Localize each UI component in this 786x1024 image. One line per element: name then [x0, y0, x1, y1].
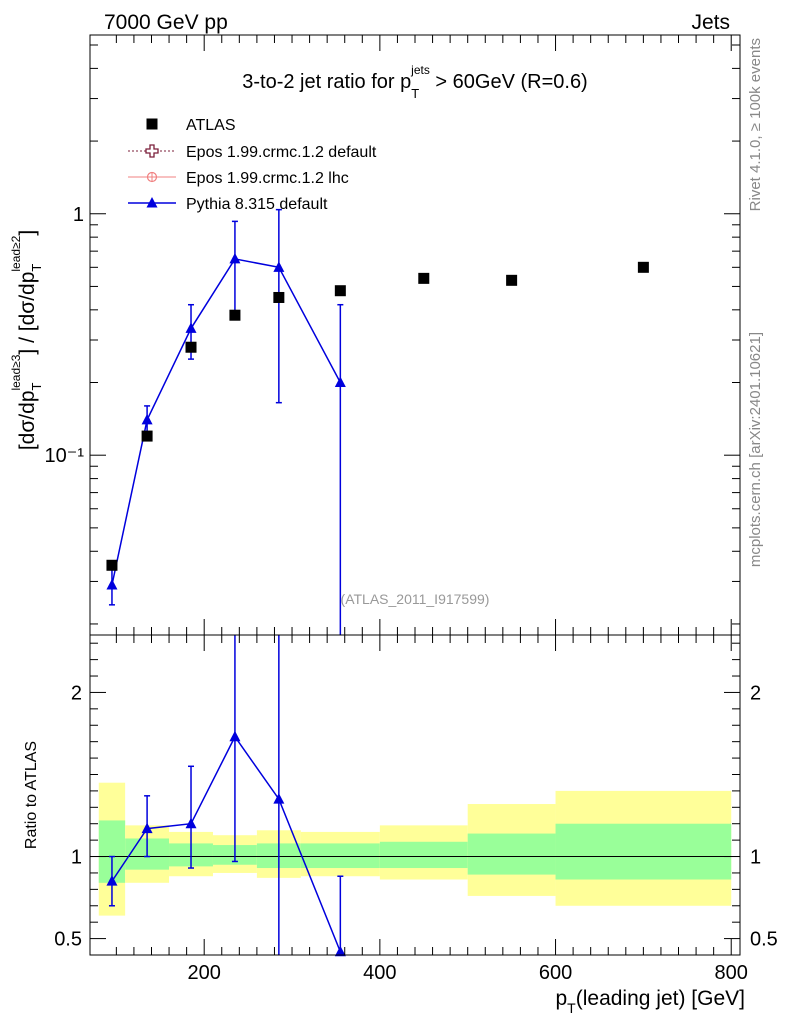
x-tick-label: 200 [188, 962, 221, 984]
y-tick-label: 1 [73, 204, 84, 226]
analysis-watermark: (ATLAS_2011_I917599) [341, 591, 490, 607]
atlas-point [506, 274, 518, 286]
y-tick-label: 10⁻¹ [45, 445, 85, 467]
collision-label: 7000 GeV pp [104, 11, 228, 34]
legend: ATLAS Epos 1.99.crmc.1.2 default Epos 1.99… [128, 117, 377, 213]
x-tick-labels: 200 400 600 800 [188, 962, 748, 984]
rivet-version-label: Rivet 4.1.0, ≥ 100k events [747, 38, 764, 211]
atlas-point [229, 309, 241, 321]
pythia-point [106, 578, 118, 590]
atlas-point [273, 291, 285, 303]
pythia-point [185, 322, 197, 333]
atlas-point [141, 430, 153, 442]
pythia-point [229, 252, 241, 264]
legend-label: Pythia 8.315 default [186, 196, 328, 213]
main-y-tick-labels: 1 10⁻¹ [45, 204, 85, 467]
x-tick-label: 400 [363, 962, 396, 984]
legend-marker [145, 144, 159, 158]
atlas-point [185, 341, 197, 353]
ratio-pythia-point [273, 793, 285, 804]
ratio-y-axis-label: Ratio to ATLAS [23, 741, 40, 849]
ratio-pythia-point [229, 730, 241, 742]
ratio-y-tick-label: 0.5 [54, 929, 82, 951]
main-y-axis-label: [dσ/dpTlead≥3] / [dσ/dpTlead≥2] [9, 230, 44, 450]
x-tick-label: 600 [539, 962, 572, 984]
ratio-y-tick-label: 1 [71, 847, 82, 869]
pythia-point [334, 376, 346, 388]
atlas-point [418, 272, 430, 284]
main-panel: 3-to-2 jet ratio for pTjets > 60GeV (R=0… [9, 34, 741, 636]
legend-label: Epos 1.99.crmc.1.2 lhc [186, 170, 349, 187]
ratio-axis-ticks [90, 635, 740, 956]
ratio-pythia-point [185, 817, 197, 829]
ratio-y-tick-label-right: 2 [750, 682, 761, 704]
main-axis-ticks [90, 35, 740, 635]
analysis-category-label: Jets [691, 11, 730, 34]
atlas-point [637, 261, 649, 273]
ratio-pythia-point [334, 945, 346, 957]
x-axis-label: pT(leading jet) [GeV] [555, 987, 745, 1016]
svg-text:[dσ/dpTlead≥3] / [dσ/dpTlead≥2: [dσ/dpTlead≥3] / [dσ/dpTlead≥2] [9, 230, 44, 450]
ratio-y-tick-label: 2 [71, 682, 82, 704]
stat-uncertainty-band [555, 823, 732, 880]
ratio-uncertainty-bands [98, 782, 732, 916]
ratio-y-tick-labels: 0.5 0.5 1 1 2 2 [54, 682, 778, 950]
legend-marker [146, 197, 158, 208]
ratio-panel: 0.5 0.5 1 1 2 2 200 400 600 800 Ratio to ATLAS p… [23, 634, 778, 1016]
ratio-y-tick-label-right: 1 [750, 847, 761, 869]
ratio-series [106, 635, 346, 957]
stat-uncertainty-band [379, 841, 468, 869]
legend-label: ATLAS [186, 117, 236, 134]
main-series [106, 208, 649, 635]
ratio-pythia-point [106, 875, 118, 886]
stat-uncertainty-band [300, 843, 380, 869]
chart-title: 3-to-2 jet ratio for pTjets > 60GeV (R=0… [242, 63, 587, 101]
x-tick-label: 800 [715, 962, 748, 984]
ratio-pythia-line [111, 735, 342, 952]
ratio-pythia-point [141, 822, 153, 834]
mcplots-source-label: mcplots.cern.ch [arXiv:2401.10621] [747, 332, 764, 567]
ratio-y-tick-label-right: 0.5 [750, 929, 778, 951]
pythia-point [273, 261, 285, 272]
stat-uncertainty-band [467, 833, 556, 875]
atlas-point [334, 285, 346, 297]
pythia-line [111, 258, 341, 586]
atlas-point [106, 559, 118, 571]
legend-label: Epos 1.99.crmc.1.2 default [186, 144, 377, 161]
pythia-point [141, 413, 153, 425]
legend-marker [146, 118, 158, 130]
